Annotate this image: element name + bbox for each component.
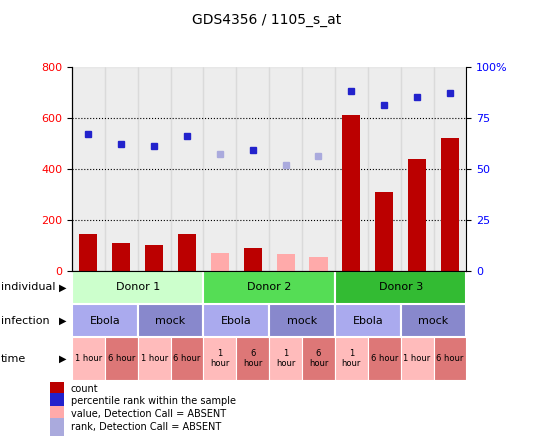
Bar	[433, 67, 466, 271]
Text: Ebola: Ebola	[221, 316, 252, 326]
Bar	[72, 271, 204, 304]
Text: 6 hour: 6 hour	[436, 354, 464, 363]
Text: Ebola: Ebola	[352, 316, 383, 326]
Bar	[368, 337, 401, 380]
Bar	[269, 337, 302, 380]
Text: Ebola: Ebola	[90, 316, 120, 326]
Bar	[342, 115, 360, 271]
Text: infection: infection	[1, 316, 50, 326]
Text: ▶: ▶	[59, 353, 67, 364]
Bar	[277, 254, 295, 271]
Bar	[112, 243, 130, 271]
Text: 1
hour: 1 hour	[276, 349, 295, 368]
Bar	[171, 67, 204, 271]
Text: Donor 1: Donor 1	[116, 282, 160, 293]
Text: individual: individual	[1, 282, 55, 293]
Bar	[138, 304, 204, 337]
Bar	[72, 304, 138, 337]
Text: ▶: ▶	[59, 316, 67, 326]
Bar	[138, 337, 171, 380]
Bar	[335, 337, 368, 380]
Text: 6
hour: 6 hour	[243, 349, 262, 368]
Bar	[375, 192, 393, 271]
Bar	[145, 246, 163, 271]
Text: 1
hour: 1 hour	[210, 349, 230, 368]
Bar	[72, 67, 105, 271]
Bar	[50, 405, 64, 423]
Text: time: time	[1, 353, 26, 364]
Bar	[269, 304, 335, 337]
Bar	[433, 337, 466, 380]
Bar	[178, 234, 196, 271]
Bar	[302, 337, 335, 380]
Text: rank, Detection Call = ABSENT: rank, Detection Call = ABSENT	[70, 422, 221, 432]
Bar	[335, 304, 401, 337]
Text: count: count	[70, 384, 98, 394]
Bar	[204, 67, 236, 271]
Text: 6
hour: 6 hour	[309, 349, 328, 368]
Text: mock: mock	[418, 316, 449, 326]
Bar	[244, 248, 262, 271]
Bar	[310, 257, 327, 271]
Bar	[171, 337, 204, 380]
Bar	[401, 304, 466, 337]
Text: value, Detection Call = ABSENT: value, Detection Call = ABSENT	[70, 409, 225, 419]
Bar	[302, 67, 335, 271]
Text: 1 hour: 1 hour	[75, 354, 102, 363]
Text: 1 hour: 1 hour	[403, 354, 431, 363]
Text: 1 hour: 1 hour	[141, 354, 168, 363]
Text: percentile rank within the sample: percentile rank within the sample	[70, 396, 236, 406]
Bar	[441, 138, 459, 271]
Text: 6 hour: 6 hour	[173, 354, 201, 363]
Text: ▶: ▶	[59, 282, 67, 293]
Bar	[368, 67, 401, 271]
Text: 6 hour: 6 hour	[370, 354, 398, 363]
Bar	[50, 393, 64, 410]
Bar	[105, 337, 138, 380]
Bar	[236, 67, 269, 271]
Bar	[204, 271, 335, 304]
Text: 6 hour: 6 hour	[108, 354, 135, 363]
Text: Donor 3: Donor 3	[378, 282, 423, 293]
Bar	[211, 253, 229, 271]
Bar	[236, 337, 269, 380]
Bar	[79, 234, 98, 271]
Bar	[335, 67, 368, 271]
Text: 1
hour: 1 hour	[342, 349, 361, 368]
Text: mock: mock	[287, 316, 317, 326]
Text: mock: mock	[156, 316, 185, 326]
Bar	[50, 380, 64, 397]
Bar	[269, 67, 302, 271]
Bar	[50, 418, 64, 436]
Bar	[204, 337, 236, 380]
Bar	[72, 337, 105, 380]
Text: Donor 2: Donor 2	[247, 282, 292, 293]
Bar	[204, 304, 269, 337]
Bar	[401, 337, 433, 380]
Bar	[105, 67, 138, 271]
Bar	[335, 271, 466, 304]
Bar	[408, 159, 426, 271]
Text: GDS4356 / 1105_s_at: GDS4356 / 1105_s_at	[192, 13, 341, 28]
Bar	[138, 67, 171, 271]
Bar	[401, 67, 433, 271]
